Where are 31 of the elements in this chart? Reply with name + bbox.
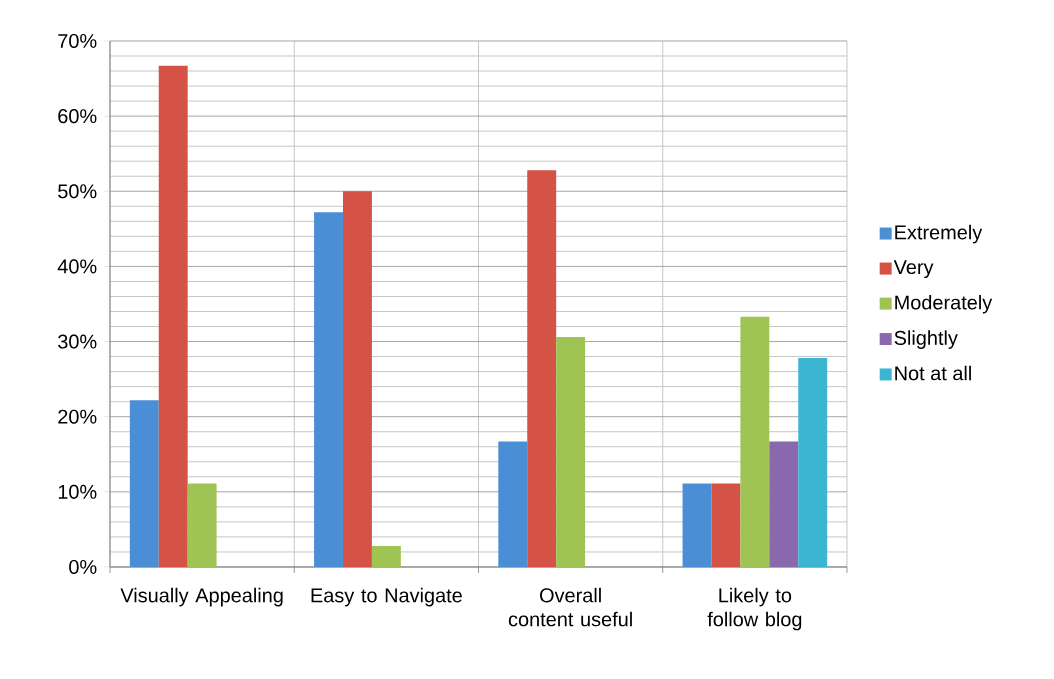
y-tick-label: 70% — [58, 33, 97, 49]
bar — [527, 170, 557, 567]
bar — [711, 483, 741, 567]
bar — [342, 191, 372, 567]
bar — [187, 483, 217, 567]
legend-label: Not at all — [895, 365, 971, 381]
y-tick-label: 50% — [58, 184, 97, 199]
bar — [556, 337, 586, 567]
legend-label: Extremely — [895, 224, 983, 244]
y-tick-label: 0% — [69, 559, 97, 575]
bar — [158, 65, 188, 567]
x-tick-label: Easy to Navigate — [311, 587, 462, 607]
bar — [740, 316, 770, 567]
x-tick-label: Visually Appealing — [120, 587, 283, 607]
bar — [371, 545, 401, 567]
y-tick-label: 40% — [57, 259, 97, 274]
bar — [682, 483, 712, 567]
y-tick-label: 10% — [58, 484, 97, 499]
x-tick-label: Overall content useful — [508, 587, 632, 627]
bar — [314, 212, 343, 567]
legend-label: Very — [893, 260, 934, 279]
bar — [769, 441, 799, 567]
bar — [129, 400, 159, 567]
bar — [498, 441, 528, 567]
y-tick-label: 60% — [58, 109, 97, 124]
x-tick-label: Likely to follow blog — [707, 587, 802, 631]
y-tick-label: 30% — [58, 334, 97, 349]
y-tick-label: 20% — [58, 409, 97, 424]
legend-label: Moderately — [895, 294, 993, 314]
legend-label: Slightly — [894, 330, 958, 349]
bar — [798, 358, 828, 567]
